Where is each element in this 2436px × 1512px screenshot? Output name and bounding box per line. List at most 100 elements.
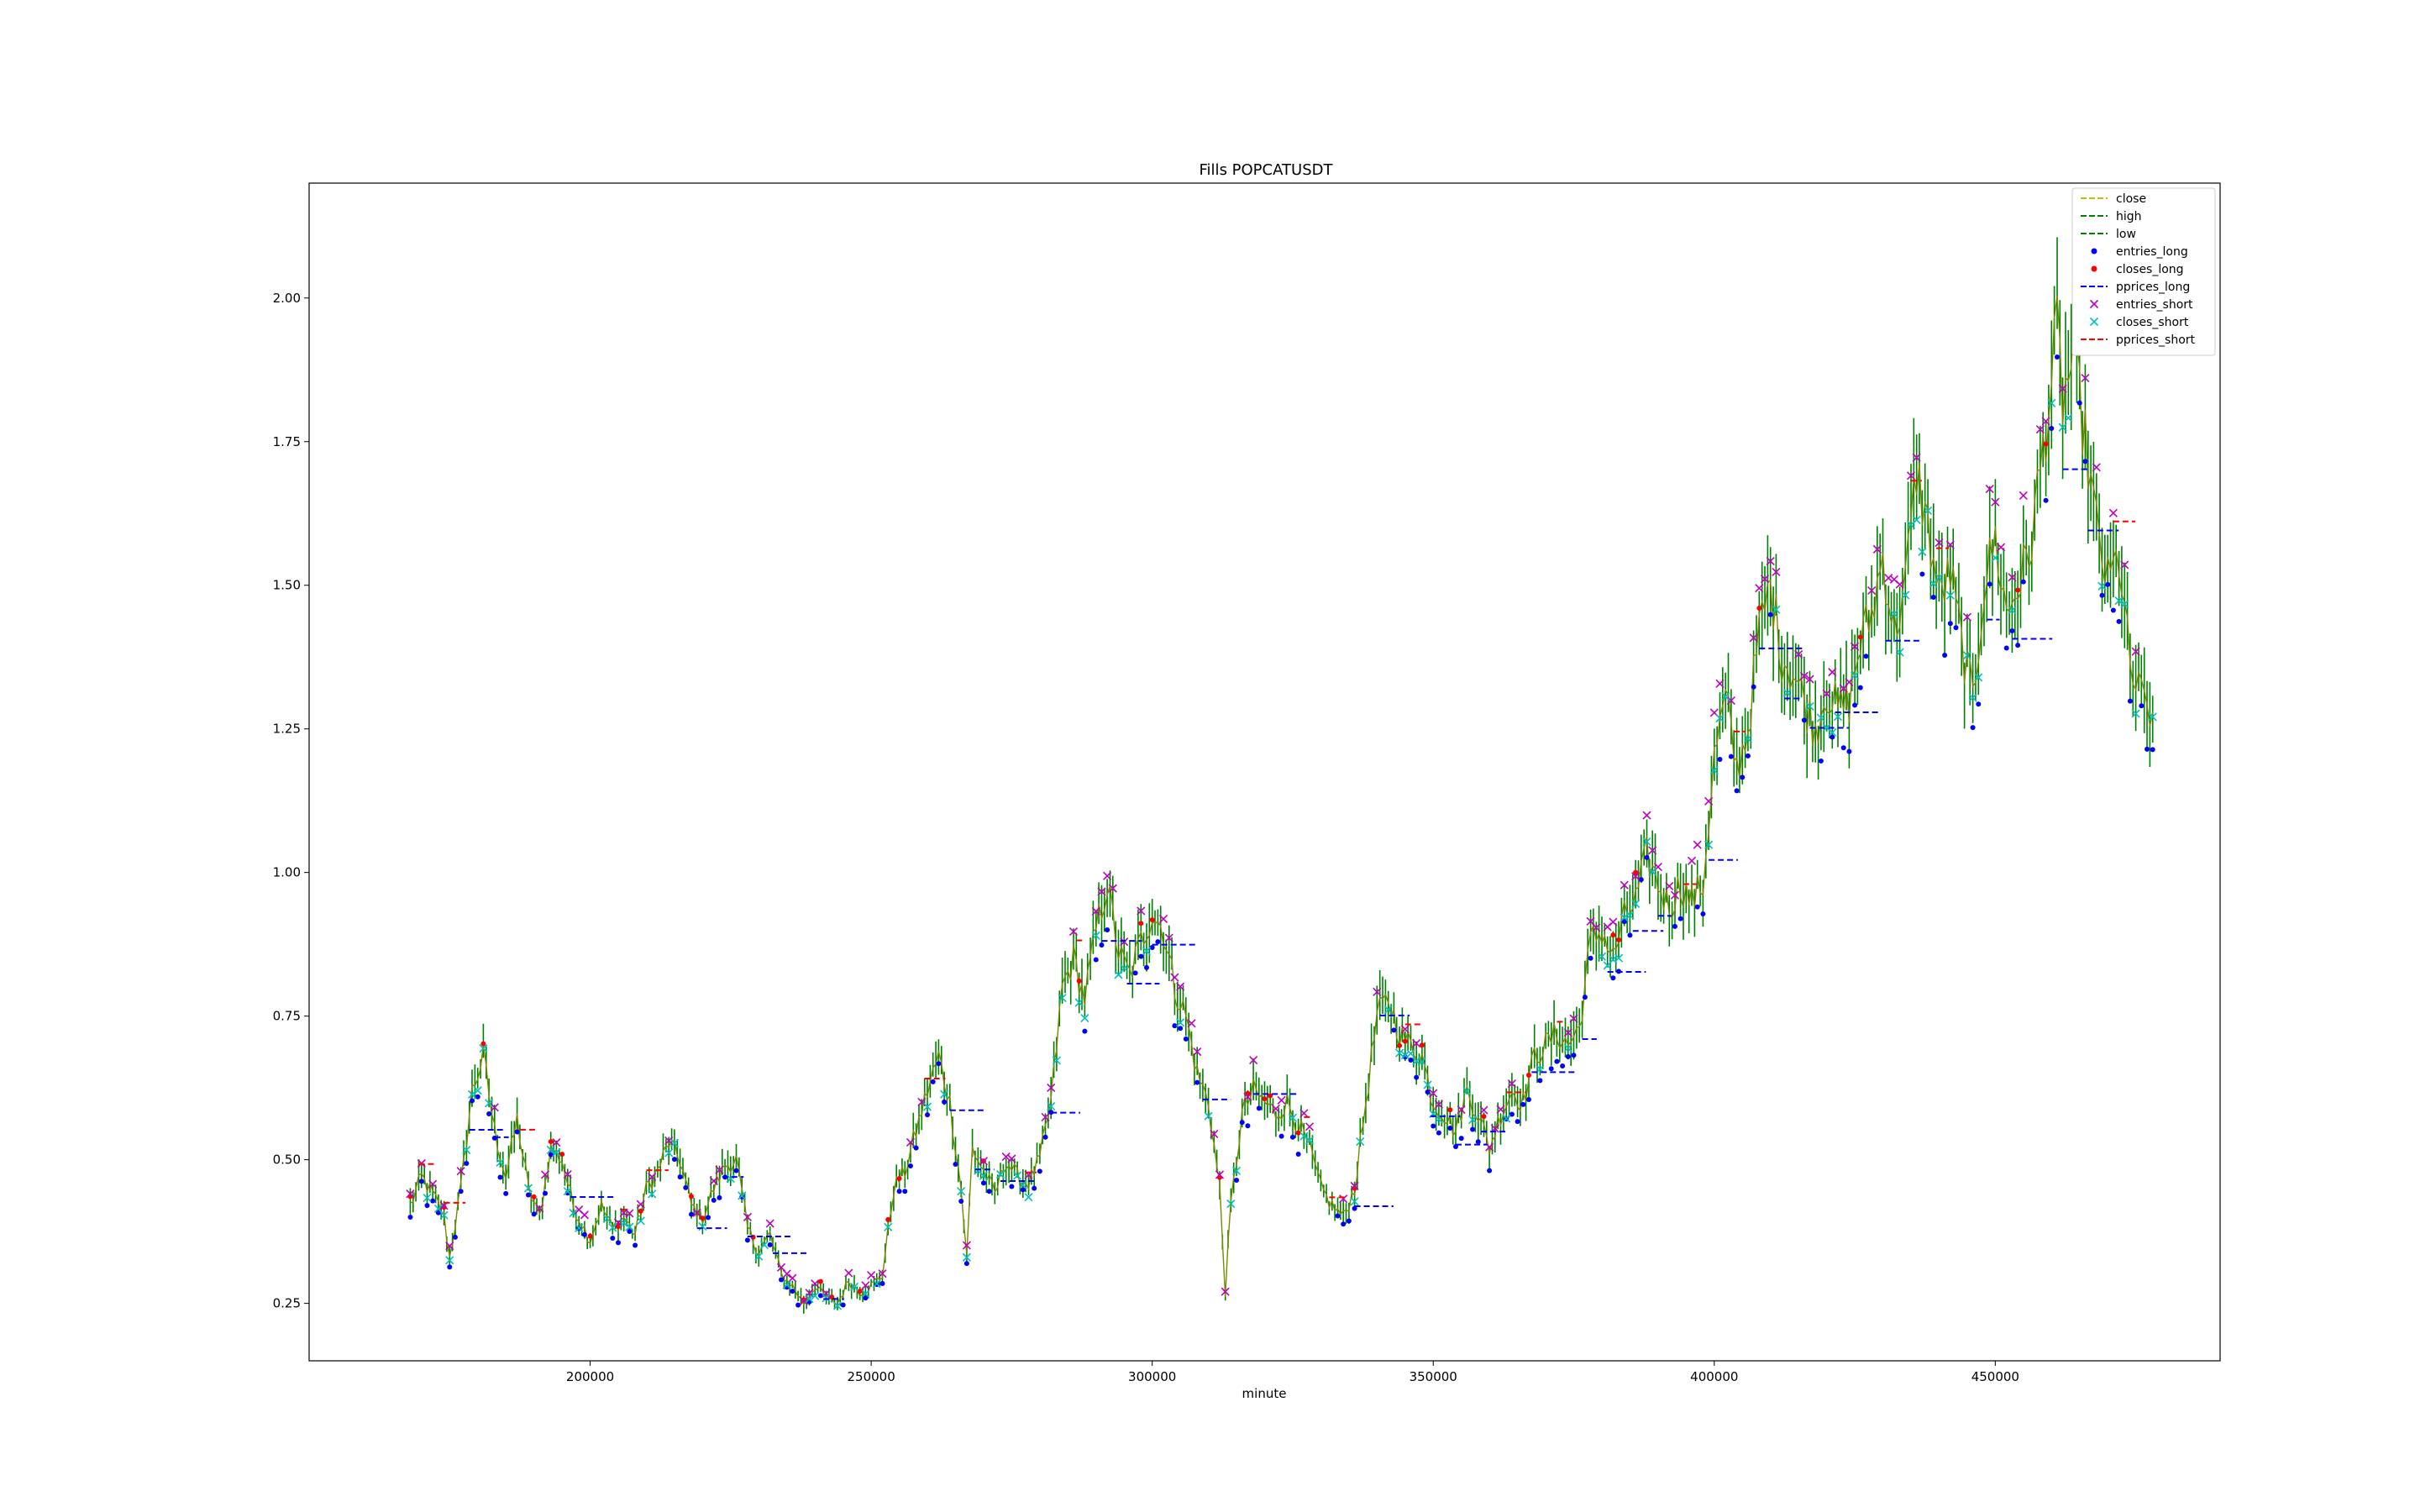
entry-long-marker	[958, 1198, 964, 1204]
entry-short-marker	[1895, 580, 1904, 589]
close-short-marker	[1074, 998, 1084, 1007]
closes-short-markers	[423, 398, 2157, 1310]
close-short-marker	[1383, 1005, 1393, 1015]
close-short-marker	[861, 1289, 870, 1299]
y-axis: 0.25 0.50 0.75 1.00 1.25 1.50 1.75 2.00	[273, 291, 309, 1311]
entry-long-marker	[1627, 932, 1633, 938]
entry-long-marker	[925, 1112, 931, 1118]
entry-short-marker	[1648, 846, 1657, 855]
entry-short-marker	[445, 1242, 454, 1251]
entry-short-marker	[636, 1200, 645, 1209]
close-short-marker	[832, 1301, 843, 1310]
entry-short-marker	[1945, 540, 1955, 549]
close-long-marker	[531, 1194, 537, 1200]
entry-short-marker	[490, 1103, 499, 1112]
close-long-marker	[700, 1215, 706, 1221]
close-short-marker	[1805, 701, 1814, 711]
entry-short-marker	[2092, 463, 2101, 472]
x-axis-label: minute	[1242, 1386, 1287, 1401]
entry-long-marker	[2054, 354, 2060, 360]
entry-short-marker	[1799, 671, 1809, 680]
entry-short-marker	[962, 1241, 971, 1250]
entry-long-marker	[525, 1192, 531, 1198]
legend-swatch	[2089, 299, 2099, 309]
entry-long-marker	[913, 1145, 919, 1151]
entry-short-marker	[1985, 484, 1994, 494]
entry-short-marker	[1851, 642, 1860, 651]
close-short-marker	[2148, 712, 2157, 722]
entry-short-marker	[580, 1210, 589, 1220]
entry-short-marker	[2120, 560, 2129, 570]
entry-long-marker	[1256, 1105, 1262, 1111]
entry-short-marker	[1412, 1039, 1421, 1048]
entry-long-marker	[531, 1211, 537, 1217]
entry-short-marker	[1479, 1105, 1488, 1115]
close-short-marker	[1462, 1086, 1472, 1095]
legend-entry: low	[2081, 228, 2136, 241]
entry-short-marker	[1726, 696, 1735, 706]
entry-long-marker	[1672, 923, 1677, 929]
entry-long-marker	[1537, 1078, 1543, 1084]
entry-short-marker	[782, 1269, 791, 1278]
close-short-marker	[1563, 1043, 1572, 1053]
close-short-marker	[1648, 867, 1657, 876]
entry-long-marker	[1183, 1036, 1189, 1042]
entry-long-marker	[1341, 1221, 1347, 1227]
close-short-marker	[546, 1145, 555, 1154]
entry-long-marker	[616, 1240, 622, 1246]
close-short-marker	[738, 1191, 747, 1200]
legend-label: entries_short	[2116, 298, 2193, 312]
close-long-marker	[1138, 921, 1144, 927]
x-tick-label: 200000	[566, 1369, 614, 1384]
entry-long-marker	[1470, 1126, 1476, 1132]
entry-long-marker	[1947, 621, 1953, 627]
entry-short-marker	[1828, 668, 1837, 677]
entry-long-marker	[430, 1198, 436, 1204]
entry-long-marker	[942, 1099, 948, 1105]
entry-long-marker	[1447, 1125, 1453, 1131]
close-short-marker	[1502, 1114, 1511, 1123]
close-short-marker	[1018, 1180, 1027, 1189]
entry-long-marker	[677, 1174, 683, 1180]
entry-long-marker	[1745, 753, 1751, 759]
close-short-marker	[569, 1209, 578, 1218]
close-long-marker	[801, 1297, 806, 1303]
legend-label: pprices_long	[2116, 281, 2190, 294]
close-short-marker	[940, 1089, 949, 1099]
entry-long-marker	[795, 1302, 801, 1308]
close-short-marker	[1597, 952, 1607, 961]
entry-short-marker	[1457, 1105, 1466, 1115]
entry-long-marker	[1093, 957, 1099, 963]
close-short-marker	[473, 1086, 482, 1095]
close-short-marker	[625, 1222, 634, 1231]
pprices-long-series	[469, 468, 2119, 1300]
entry-long-marker	[2076, 400, 2082, 406]
legend-entry: high	[2081, 210, 2142, 223]
entry-long-marker	[2020, 579, 2026, 585]
close-long-marker	[1397, 1042, 1403, 1048]
legend-label: closes_short	[2116, 316, 2189, 329]
entries-long-markers	[407, 354, 2155, 1308]
close-short-marker	[2120, 599, 2129, 609]
entry-short-marker	[1373, 987, 1382, 996]
entry-short-marker	[648, 1172, 657, 1182]
entry-long-marker	[1554, 1058, 1560, 1064]
entry-short-marker	[1108, 884, 1117, 893]
close-short-marker	[1204, 1111, 1213, 1121]
entry-long-marker	[1234, 1177, 1240, 1183]
entry-long-marker	[447, 1264, 453, 1270]
close-short-marker	[1142, 947, 1152, 956]
entry-long-marker	[963, 1261, 969, 1267]
close-short-marker	[2058, 423, 2067, 432]
close-long-marker	[1481, 1114, 1487, 1120]
close-short-marker	[872, 1279, 881, 1289]
close-short-marker	[995, 1170, 1005, 1179]
entry-long-marker	[683, 1184, 689, 1190]
close-short-marker	[1968, 693, 1977, 702]
entry-short-marker	[743, 1212, 752, 1221]
close-short-marker	[1120, 963, 1129, 973]
entry-long-marker	[470, 1098, 475, 1104]
entry-short-marker	[1068, 927, 1079, 937]
entry-short-marker	[1047, 1083, 1056, 1093]
